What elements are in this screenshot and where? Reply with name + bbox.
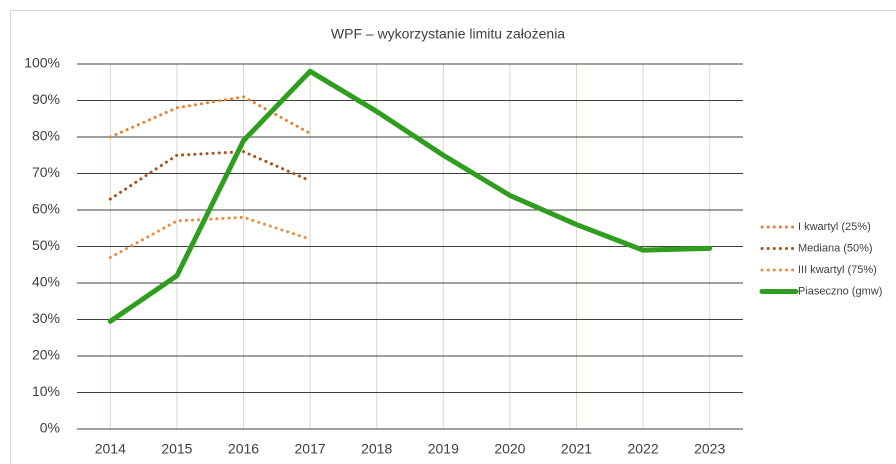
x-tick-label: 2022	[628, 441, 659, 457]
y-tick-label: 100%	[24, 55, 60, 71]
y-tick-label: 30%	[32, 310, 60, 326]
legend-label: III kwartyl (75%)	[798, 264, 877, 276]
x-tick-label: 2020	[494, 441, 525, 457]
x-tick-label: 2016	[228, 441, 259, 457]
legend-label: Mediana (50%)	[798, 242, 873, 254]
chart-frame	[10, 10, 896, 464]
x-tick-label: 2021	[561, 441, 592, 457]
series-line	[108, 215, 312, 259]
y-tick-label: 50%	[32, 237, 60, 253]
series-line	[108, 150, 312, 201]
x-tick-label: 2014	[95, 441, 126, 457]
x-tick-label: 2019	[428, 441, 459, 457]
x-tick-label: 2017	[295, 441, 326, 457]
y-tick-label: 90%	[32, 91, 60, 107]
x-tick-label: 2015	[161, 441, 192, 457]
chart-title: WPF – wykorzystanie limitu założenia	[331, 26, 565, 42]
y-tick-label: 70%	[32, 164, 60, 180]
y-tick-label: 20%	[32, 347, 60, 363]
y-tick-label: 80%	[32, 128, 60, 144]
legend-label: I kwartyl (25%)	[798, 221, 871, 233]
x-tick-label: 2023	[694, 441, 725, 457]
y-tick-label: 60%	[32, 201, 60, 217]
y-tick-label: 40%	[32, 274, 60, 290]
legend-label: Piaseczno (gmw)	[798, 285, 882, 297]
series-line	[108, 95, 312, 139]
y-tick-label: 10%	[32, 383, 60, 399]
x-tick-label: 2018	[361, 441, 392, 457]
y-tick-label: 0%	[40, 420, 60, 436]
series-line	[107, 68, 713, 324]
